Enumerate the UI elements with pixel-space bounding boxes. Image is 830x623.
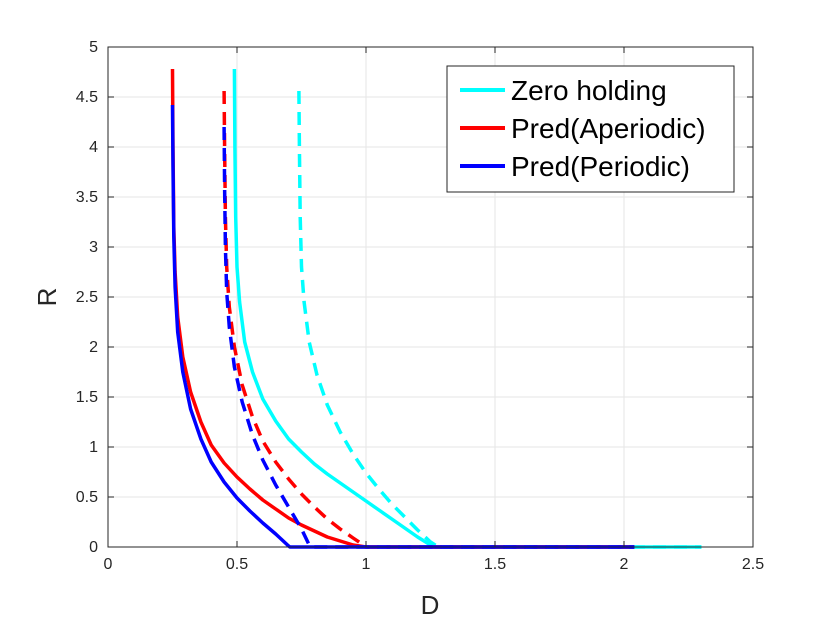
x-tick-label: 2 bbox=[620, 556, 629, 573]
y-tick-label: 3 bbox=[89, 239, 98, 256]
x-axis-ticks: 0 0.5 1 1.5 2 2.5 bbox=[104, 47, 764, 573]
y-tick-label: 4 bbox=[89, 139, 98, 156]
x-tick-label: 1.5 bbox=[484, 556, 506, 573]
y-tick-label: 2.5 bbox=[76, 289, 98, 306]
legend-label: Zero holding bbox=[511, 75, 667, 106]
x-tick-label: 2.5 bbox=[742, 556, 764, 573]
legend: Zero holding Pred(Aperiodic) Pred(Periodic… bbox=[446, 65, 735, 193]
y-tick-label: 1 bbox=[89, 439, 98, 456]
y-tick-label: 0.5 bbox=[76, 489, 98, 506]
series-line-zero-holding bbox=[232, 68, 702, 549]
legend-label: Pred(Periodic) bbox=[511, 151, 690, 182]
y-tick-label: 0 bbox=[89, 539, 98, 556]
y-axis-label: R bbox=[32, 288, 62, 307]
x-tick-label: 1 bbox=[362, 556, 371, 573]
y-tick-label: 1.5 bbox=[76, 389, 98, 406]
x-tick-label: 0.5 bbox=[226, 556, 248, 573]
legend-label: Pred(Aperiodic) bbox=[511, 113, 706, 144]
series-line-zero-holding-dashed bbox=[297, 90, 702, 549]
y-tick-label: 4.5 bbox=[76, 89, 98, 106]
y-tick-label: 3.5 bbox=[76, 189, 98, 206]
y-tick-label: 2 bbox=[89, 339, 98, 356]
y-axis-ticks: 0 0.5 1 1.5 2 2.5 3 3.5 4 4.5 5 bbox=[76, 39, 753, 556]
x-tick-label: 0 bbox=[104, 556, 113, 573]
grid-lines bbox=[107, 46, 754, 548]
x-axis-label: D bbox=[421, 590, 440, 620]
y-tick-label: 5 bbox=[89, 39, 98, 56]
